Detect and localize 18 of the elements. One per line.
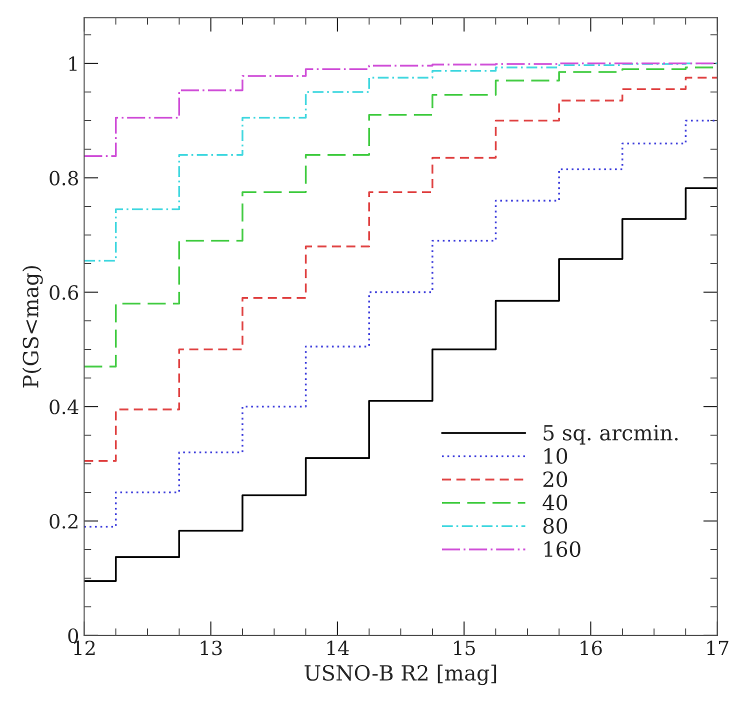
y-tick-label: 0.6 [50, 285, 78, 300]
x-tick-label: 16 [580, 640, 602, 656]
y-tick-label: 0.2 [50, 514, 78, 529]
x-tick-label: 15 [454, 640, 475, 656]
legend-label: 5 sq. arcmin. [544, 424, 678, 445]
legend-label: 40 [542, 494, 568, 510]
legend-label: 80 [543, 518, 568, 534]
x-tick-label: 14 [327, 640, 349, 656]
x-tick-label: 13 [200, 640, 222, 656]
legend-label: 20 [543, 471, 568, 488]
legend-label: 160 [544, 541, 580, 558]
x-axis-title: USNO-B R2 [mag] [304, 664, 496, 686]
y-tick-label: 1 [69, 56, 77, 71]
y-axis-title: P(GS<mag) [22, 266, 43, 388]
x-tick-label: 17 [707, 640, 728, 656]
legend-label: 10 [544, 448, 568, 464]
y-tick-label: 0.8 [50, 170, 78, 186]
y-tick-label: 0.4 [50, 400, 78, 414]
